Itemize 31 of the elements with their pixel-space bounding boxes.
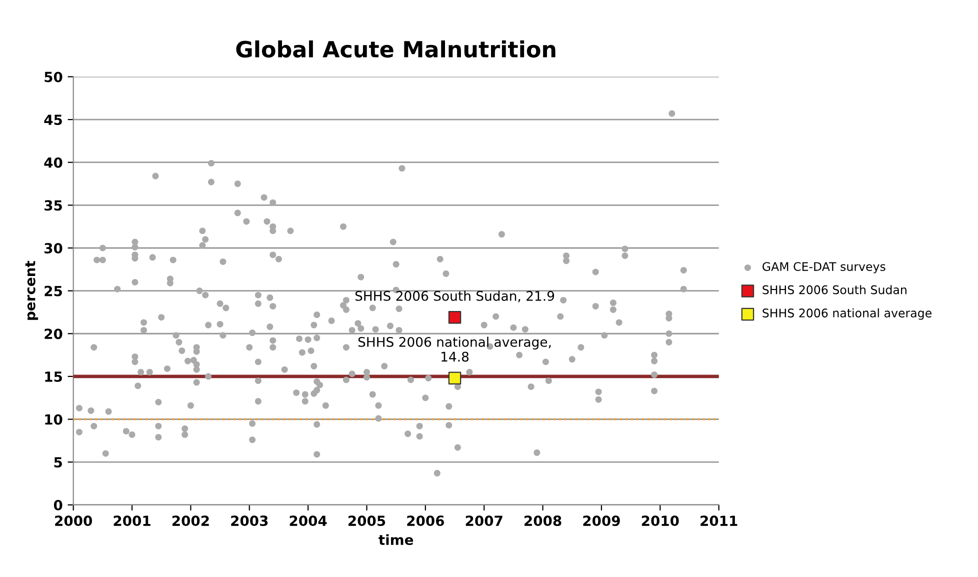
chart-title: Global Acute Malnutrition (236, 40, 556, 58)
x-tick-label: 2006 (407, 516, 444, 526)
annotation: SHHS 2006 South Sudan, 21.9 (355, 290, 554, 302)
y-tick-label: 45 (44, 114, 62, 126)
y-tick-label: 10 (45, 414, 62, 425)
y-tick-label: 35 (44, 200, 62, 211)
x-axis-title: time (378, 534, 414, 546)
y-tick-label: 5 (54, 457, 62, 468)
x-tick-label: 2002 (172, 516, 209, 526)
y-tick-label: 30 (44, 242, 62, 254)
x-tick-label: 2005 (348, 516, 386, 526)
annotation: SHHS 2006 national average, 14.8 (358, 336, 551, 362)
y-tick-label: 40 (44, 157, 62, 168)
y-tick-label: 20 (44, 328, 62, 340)
x-tick-label: 2000 (55, 516, 92, 526)
y-tick-label: 25 (44, 286, 62, 296)
x-tick-label: 2007 (466, 516, 502, 526)
legend-label: SHHS 2006 national average (762, 308, 932, 320)
y-tick-label: 0 (54, 500, 62, 510)
x-tick-label: 2011 (700, 516, 738, 526)
x-tick-label: 2004 (290, 516, 327, 526)
y-tick-label: 15 (45, 372, 62, 382)
legend-label: SHHS 2006 South Sudan (762, 285, 906, 294)
y-tick-label: 50 (44, 72, 62, 82)
x-tick-label: 2008 (524, 516, 562, 526)
x-tick-label: 2001 (114, 516, 150, 526)
x-tick-label: 2003 (231, 516, 268, 526)
legend-label: GAM CE-DAT surveys (762, 262, 886, 274)
x-tick-label: 2010 (642, 516, 679, 526)
x-tick-label: 2009 (583, 516, 620, 526)
y-axis-title: percent (25, 260, 38, 320)
